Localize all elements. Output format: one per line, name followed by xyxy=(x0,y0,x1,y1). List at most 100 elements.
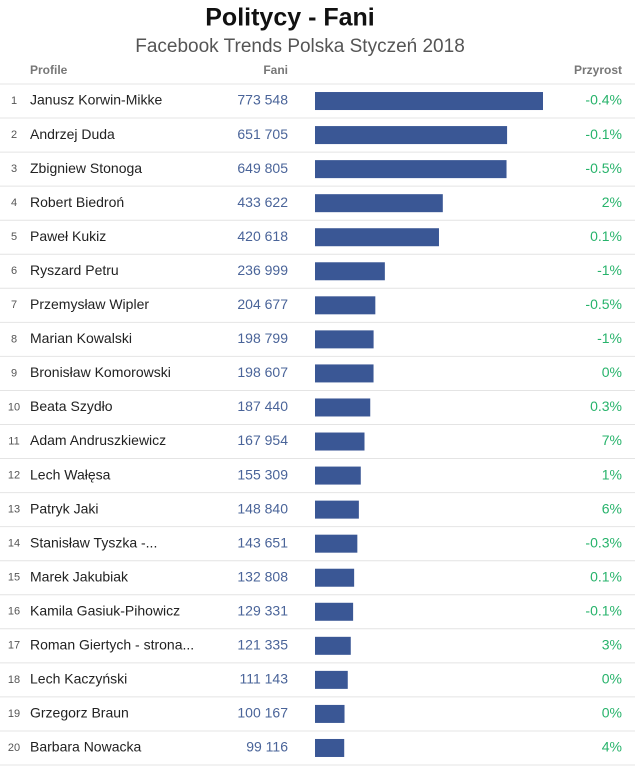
rank: 5 xyxy=(11,231,17,243)
bar xyxy=(315,738,345,757)
chart-title: Politycy - Fani xyxy=(205,4,374,32)
rank: 4 xyxy=(11,197,17,209)
profile-name: Ryszard Petru xyxy=(30,262,119,278)
bar xyxy=(315,534,358,553)
growth: 6% xyxy=(602,500,622,516)
rank: 3 xyxy=(11,163,17,175)
growth: 0% xyxy=(602,671,622,687)
fan-count: 132 808 xyxy=(237,568,288,584)
growth: 0% xyxy=(602,364,622,380)
growth: -0.1% xyxy=(585,126,622,142)
chart-subtitle: Facebook Trends Polska Styczeń 2018 xyxy=(135,36,465,57)
rank: 11 xyxy=(8,435,19,447)
rank: 16 xyxy=(8,606,20,618)
bar xyxy=(315,670,348,689)
fan-count: 773 548 xyxy=(237,92,288,108)
profile-name: Przemysław Wipler xyxy=(30,296,149,312)
bar xyxy=(315,602,354,621)
profile-name: Bronisław Komorowski xyxy=(30,364,171,380)
fan-count: 204 677 xyxy=(237,296,288,312)
profile-name: Marian Kowalski xyxy=(30,330,132,346)
profile-name: Andrzej Duda xyxy=(30,126,115,142)
profile-name: Roman Giertych - strona... xyxy=(30,637,194,653)
bar xyxy=(315,364,374,383)
profile-name: Lech Wałęsa xyxy=(30,466,111,482)
profile-name: Kamila Gasiuk-Pihowicz xyxy=(30,602,180,618)
profile-name: Robert Biedroń xyxy=(30,194,124,210)
rank: 14 xyxy=(8,538,20,550)
column-header: Profile xyxy=(30,63,68,77)
growth: 0.3% xyxy=(590,398,622,414)
rank: 17 xyxy=(8,640,20,652)
bar xyxy=(315,92,543,111)
bar xyxy=(315,126,508,145)
fan-count: 129 331 xyxy=(237,602,288,618)
growth: 0.1% xyxy=(590,228,622,244)
profile-name: Janusz Korwin-Mikke xyxy=(30,92,162,108)
profile-name: Beata Szydło xyxy=(30,398,113,414)
fan-count: 143 651 xyxy=(237,534,288,550)
bar xyxy=(315,704,345,723)
fan-count: 187 440 xyxy=(237,398,288,414)
fan-count: 651 705 xyxy=(237,126,288,142)
growth: -0.4% xyxy=(585,92,622,108)
fan-count: 198 799 xyxy=(237,330,288,346)
fan-count: 649 805 xyxy=(237,160,288,176)
rank: 1 xyxy=(11,95,17,107)
column-header: Fani xyxy=(263,63,288,77)
profile-name: Patryk Jaki xyxy=(30,500,98,516)
growth: 2% xyxy=(602,194,622,210)
fan-count: 99 116 xyxy=(246,739,288,755)
fan-count: 198 607 xyxy=(237,364,288,380)
rank: 15 xyxy=(8,572,20,584)
rank: 7 xyxy=(11,299,17,311)
bar xyxy=(315,228,439,247)
growth: -1% xyxy=(597,330,622,346)
bar xyxy=(315,500,359,519)
fan-count: 100 167 xyxy=(237,705,288,721)
fan-count: 167 954 xyxy=(237,432,288,448)
growth: -1% xyxy=(597,262,622,278)
growth: -0.5% xyxy=(585,296,622,312)
growth: 0.1% xyxy=(590,568,622,584)
fan-count: 155 309 xyxy=(237,466,288,482)
bar xyxy=(315,466,361,485)
growth: 1% xyxy=(602,466,622,482)
growth: 0% xyxy=(602,705,622,721)
fan-count: 433 622 xyxy=(237,194,288,210)
rank: 9 xyxy=(11,367,17,379)
rank: 12 xyxy=(8,469,20,481)
bar xyxy=(315,636,351,655)
profile-name: Barbara Nowacka xyxy=(30,739,141,755)
bar xyxy=(315,398,371,417)
fan-count: 121 335 xyxy=(237,637,288,653)
bar xyxy=(315,262,385,281)
profile-name: Adam Andruszkiewicz xyxy=(30,432,166,448)
rank: 19 xyxy=(8,708,20,720)
growth: 4% xyxy=(602,739,622,755)
rank: 6 xyxy=(11,265,17,277)
growth: 7% xyxy=(602,432,622,448)
profile-name: Grzegorz Braun xyxy=(30,705,129,721)
column-header: Przyrost xyxy=(574,63,622,77)
fan-count: 236 999 xyxy=(237,262,288,278)
profile-name: Paweł Kukiz xyxy=(30,228,106,244)
bar xyxy=(315,296,376,315)
profile-name: Marek Jakubiak xyxy=(30,568,129,584)
growth: -0.3% xyxy=(585,534,622,550)
rank: 13 xyxy=(8,504,20,516)
rank: 2 xyxy=(11,129,17,141)
profile-name: Lech Kaczyński xyxy=(30,671,127,687)
fan-count: 148 840 xyxy=(237,500,288,516)
growth: -0.1% xyxy=(585,602,622,618)
bar xyxy=(315,330,374,349)
bar xyxy=(315,568,355,587)
bar xyxy=(315,194,443,213)
fan-count: 420 618 xyxy=(237,228,288,244)
rank: 8 xyxy=(11,333,17,345)
bar xyxy=(315,160,507,179)
growth: 3% xyxy=(602,637,622,653)
rank: 20 xyxy=(8,742,20,754)
profile-name: Stanisław Tyszka -... xyxy=(30,534,157,550)
